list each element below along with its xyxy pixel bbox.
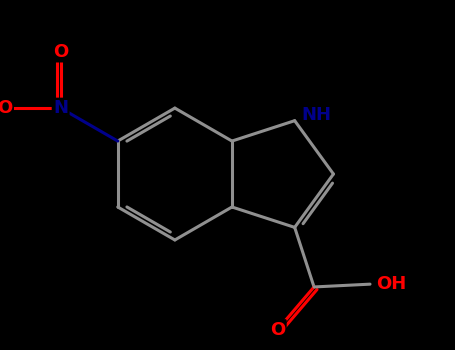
Text: NH: NH: [302, 106, 331, 124]
Text: O: O: [270, 321, 285, 338]
Text: OH: OH: [376, 275, 406, 293]
Text: O: O: [0, 99, 12, 117]
Text: O: O: [53, 43, 68, 61]
Text: N: N: [53, 99, 68, 117]
